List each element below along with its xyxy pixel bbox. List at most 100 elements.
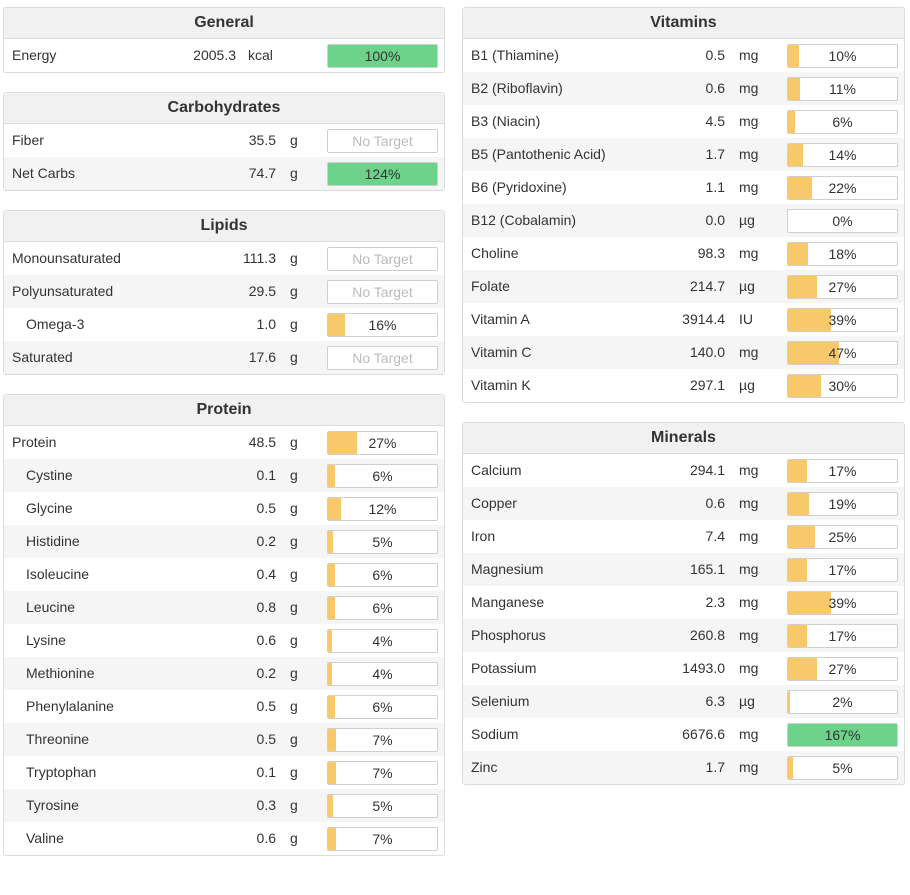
progress-bar: 5% xyxy=(327,530,438,554)
nutrient-row-omega-3[interactable]: Omega-3 1.0 g 16% xyxy=(4,308,444,341)
nutrient-row-phosphorus[interactable]: Phosphorus 260.8 mg 17% xyxy=(463,619,904,652)
nutrient-name: Vitamin A xyxy=(471,311,530,327)
nutrient-unit: g xyxy=(290,434,298,450)
nutrient-row-fiber[interactable]: Fiber 35.5 g No Target xyxy=(4,124,444,157)
progress-fill xyxy=(788,460,807,482)
nutrient-row-glycine[interactable]: Glycine 0.5 g 12% xyxy=(4,492,444,525)
nutrient-unit: g xyxy=(290,316,298,332)
nutrient-row-cystine[interactable]: Cystine 0.1 g 6% xyxy=(4,459,444,492)
progress-fill xyxy=(788,45,799,67)
nutrient-row-vitamin-c[interactable]: Vitamin C 140.0 mg 47% xyxy=(463,336,904,369)
progress-bar: 11% xyxy=(787,77,898,101)
nutrient-row-lysine[interactable]: Lysine 0.6 g 4% xyxy=(4,624,444,657)
progress-bar: 25% xyxy=(787,525,898,549)
nutrient-row-tryptophan[interactable]: Tryptophan 0.1 g 7% xyxy=(4,756,444,789)
nutrient-name: B6 (Pyridoxine) xyxy=(471,179,567,195)
nutrient-row-phenylalanine[interactable]: Phenylalanine 0.5 g 6% xyxy=(4,690,444,723)
progress-percent: 10% xyxy=(828,48,857,64)
nutrient-row-iron[interactable]: Iron 7.4 mg 25% xyxy=(463,520,904,553)
nutrient-row-polyunsaturated[interactable]: Polyunsaturated 29.5 g No Target xyxy=(4,275,444,308)
nutrient-name: Sodium xyxy=(471,726,519,742)
nutrient-row-magnesium[interactable]: Magnesium 165.1 mg 17% xyxy=(463,553,904,586)
nutrient-row-b3-niacin[interactable]: B3 (Niacin) 4.5 mg 6% xyxy=(463,105,904,138)
nutrient-name: Methionine xyxy=(26,665,95,681)
progress-bar: 17% xyxy=(787,558,898,582)
nutrient-row-selenium[interactable]: Selenium 6.3 µg 2% xyxy=(463,685,904,718)
nutrient-row-folate[interactable]: Folate 214.7 µg 27% xyxy=(463,270,904,303)
progress-percent: 6% xyxy=(372,600,393,616)
nutrient-amount: 1.1 xyxy=(705,179,725,195)
progress-bar: 22% xyxy=(787,176,898,200)
nutrient-name: Cystine xyxy=(26,467,73,483)
progress-bar: 4% xyxy=(327,662,438,686)
nutrient-unit: g xyxy=(290,830,298,846)
nutrient-name: Vitamin C xyxy=(471,344,532,360)
left-column: General Energy 2005.3 kcal 100% Carbohydrat… xyxy=(3,7,445,875)
nutrient-row-b12-cobalamin[interactable]: B12 (Cobalamin) 0.0 µg 0% xyxy=(463,204,904,237)
progress-fill xyxy=(328,630,333,652)
nutrient-row-threonine[interactable]: Threonine 0.5 g 7% xyxy=(4,723,444,756)
nutrient-row-valine[interactable]: Valine 0.6 g 7% xyxy=(4,822,444,855)
progress-percent: 39% xyxy=(828,595,857,611)
nutrient-row-b6-pyridoxine[interactable]: B6 (Pyridoxine) 1.1 mg 22% xyxy=(463,171,904,204)
nutrient-name: Tyrosine xyxy=(26,797,79,813)
panel-title-lipids: Lipids xyxy=(4,211,444,242)
nutrient-unit: g xyxy=(290,698,298,714)
progress-fill xyxy=(788,625,807,647)
nutrient-row-vitamin-k[interactable]: Vitamin K 297.1 µg 30% xyxy=(463,369,904,402)
progress-percent: 2% xyxy=(832,694,853,710)
progress-percent: 18% xyxy=(828,246,857,262)
progress-bar: 27% xyxy=(327,431,438,455)
nutrient-name: Lysine xyxy=(26,632,66,648)
progress-bar: 39% xyxy=(787,308,898,332)
nutrient-row-tyrosine[interactable]: Tyrosine 0.3 g 5% xyxy=(4,789,444,822)
nutrient-row-isoleucine[interactable]: Isoleucine 0.4 g 6% xyxy=(4,558,444,591)
nutrient-row-histidine[interactable]: Histidine 0.2 g 5% xyxy=(4,525,444,558)
progress-fill xyxy=(788,526,816,548)
nutrient-unit: IU xyxy=(739,311,753,327)
progress-fill xyxy=(788,342,840,364)
nutrient-row-potassium[interactable]: Potassium 1493.0 mg 27% xyxy=(463,652,904,685)
nutrient-amount: 0.6 xyxy=(705,80,725,96)
progress-percent: No Target xyxy=(352,284,413,300)
right-column: Vitamins B1 (Thiamine) 0.5 mg 10% B2 (Ribofl… xyxy=(462,7,905,804)
nutrient-row-vitamin-a[interactable]: Vitamin A 3914.4 IU 39% xyxy=(463,303,904,336)
nutrient-row-copper[interactable]: Copper 0.6 mg 19% xyxy=(463,487,904,520)
nutrient-amount: 98.3 xyxy=(697,245,725,261)
panel-protein: Protein Protein 48.5 g 27% Cystine 0.1 g 6% Glyc… xyxy=(3,394,445,856)
nutrient-name: Valine xyxy=(26,830,64,846)
nutrient-row-leucine[interactable]: Leucine 0.8 g 6% xyxy=(4,591,444,624)
nutrient-row-saturated[interactable]: Saturated 17.6 g No Target xyxy=(4,341,444,374)
nutrient-row-methionine[interactable]: Methionine 0.2 g 4% xyxy=(4,657,444,690)
nutrient-name: Choline xyxy=(471,245,519,261)
nutrient-row-zinc[interactable]: Zinc 1.7 mg 5% xyxy=(463,751,904,784)
nutrient-row-choline[interactable]: Choline 98.3 mg 18% xyxy=(463,237,904,270)
nutrient-name: B2 (Riboflavin) xyxy=(471,80,563,96)
nutrient-row-energy[interactable]: Energy 2005.3 kcal 100% xyxy=(4,39,444,72)
progress-bar: 6% xyxy=(787,110,898,134)
nutrient-row-calcium[interactable]: Calcium 294.1 mg 17% xyxy=(463,454,904,487)
nutrient-amount: 0.5 xyxy=(705,47,725,63)
progress-fill xyxy=(328,432,358,454)
nutrient-row-b5-pantothenic-acid[interactable]: B5 (Pantothenic Acid) 1.7 mg 14% xyxy=(463,138,904,171)
nutrient-row-b1-thiamine[interactable]: B1 (Thiamine) 0.5 mg 10% xyxy=(463,39,904,72)
nutrient-amount: 29.5 xyxy=(248,283,276,299)
nutrient-amount: 0.5 xyxy=(256,731,276,747)
nutrient-amount: 0.6 xyxy=(256,632,276,648)
nutrient-amount: 294.1 xyxy=(689,462,725,478)
nutrient-row-net-carbs[interactable]: Net Carbs 74.7 g 124% xyxy=(4,157,444,190)
progress-fill xyxy=(788,493,809,515)
nutrient-row-protein[interactable]: Protein 48.5 g 27% xyxy=(4,426,444,459)
progress-fill xyxy=(788,309,831,331)
rows-protein: Protein 48.5 g 27% Cystine 0.1 g 6% Glycine 0.5 g 1… xyxy=(4,426,444,855)
nutrient-unit: mg xyxy=(739,462,759,478)
nutrient-amount: 7.4 xyxy=(705,528,725,544)
nutrient-row-b2-riboflavin[interactable]: B2 (Riboflavin) 0.6 mg 11% xyxy=(463,72,904,105)
progress-percent: 0% xyxy=(832,213,853,229)
progress-bar: 27% xyxy=(787,275,898,299)
nutrient-row-sodium[interactable]: Sodium 6676.6 mg 167% xyxy=(463,718,904,751)
nutrient-row-monounsaturated[interactable]: Monounsaturated 111.3 g No Target xyxy=(4,242,444,275)
progress-percent: 6% xyxy=(372,468,393,484)
nutrient-row-manganese[interactable]: Manganese 2.3 mg 39% xyxy=(463,586,904,619)
nutrient-name: Histidine xyxy=(26,533,80,549)
